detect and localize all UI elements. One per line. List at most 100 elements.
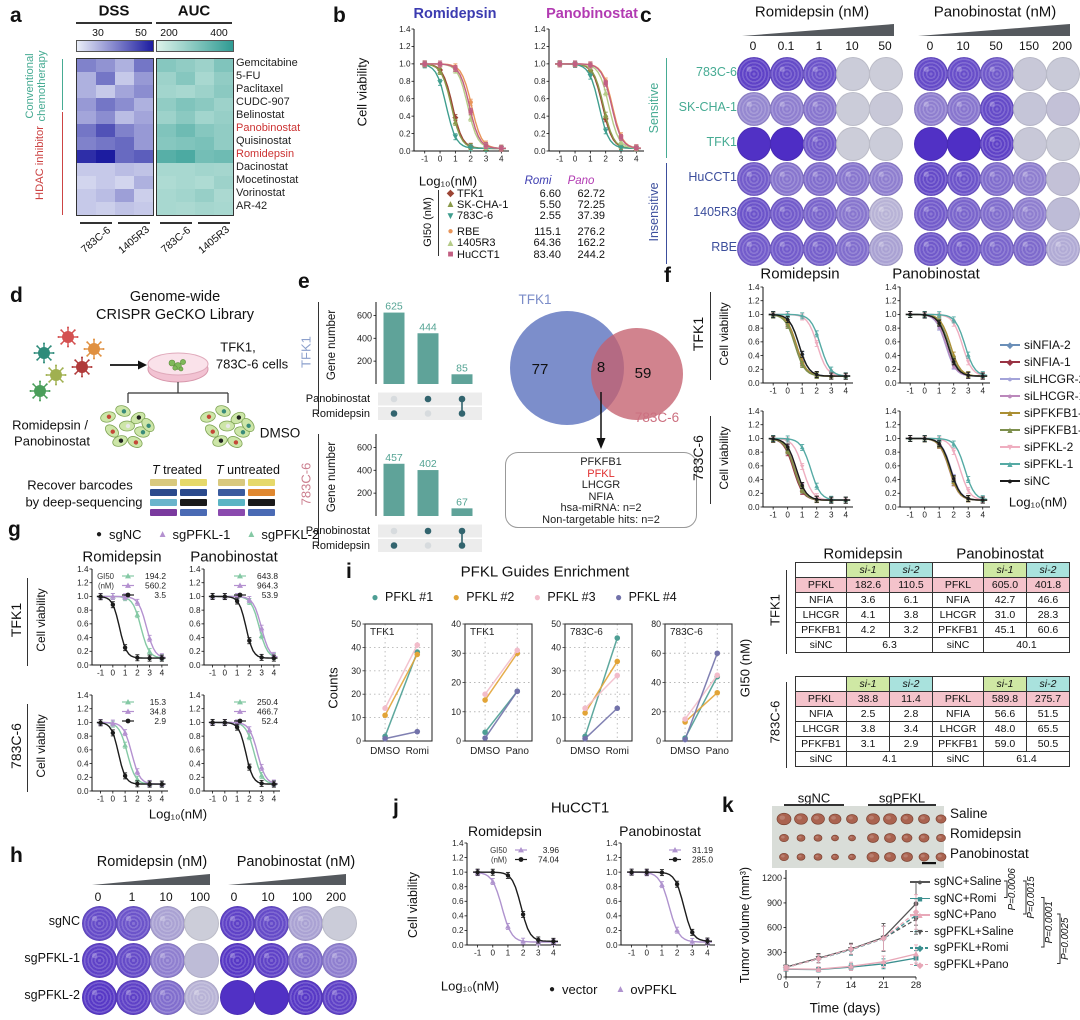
- legend-item: ● sgNC+Saline: [910, 876, 1001, 888]
- colony-well: [803, 92, 837, 126]
- svg-text:3: 3: [536, 949, 541, 958]
- row-bracket: [27, 704, 29, 792]
- svg-text:1: 1: [506, 949, 511, 958]
- heatmap-cell: [77, 189, 96, 202]
- heatmap-cell: [115, 163, 134, 176]
- svg-text:-1: -1: [209, 669, 217, 678]
- hit-gene: PFKFB1: [580, 456, 622, 468]
- gi50-table: si-1 si-2 PFKL 589.8 275.7 NFIA 56.6 51.5 LHCGR 4…: [932, 676, 1070, 767]
- barcodes-untreated: [218, 479, 275, 516]
- heatmap-cell: [214, 189, 233, 202]
- legend-item: ◆ sgPFKL+Romi: [910, 942, 1008, 954]
- svg-text:2: 2: [951, 387, 956, 396]
- heatmap-cell: [176, 98, 195, 111]
- colony-well: [980, 92, 1014, 126]
- dss-tick-30: 30: [92, 27, 104, 39]
- svg-text:-1: -1: [907, 511, 915, 520]
- svg-text:3: 3: [966, 511, 971, 520]
- svg-text:0.0: 0.0: [77, 787, 89, 796]
- conc-label: 100: [291, 890, 313, 904]
- enrichment-plot: 0 10 20 30 40 TFK1 DMSO Pano: [451, 619, 533, 757]
- colony-well: [183, 942, 219, 978]
- heatmap-cell: [176, 72, 195, 85]
- svg-text:1.4: 1.4: [748, 407, 760, 416]
- svg-text:0.4: 0.4: [606, 912, 618, 921]
- dss-underline: [76, 22, 152, 24]
- heatmap-cell: [77, 59, 96, 72]
- svg-text:-1: -1: [421, 155, 429, 164]
- svg-text:0.8: 0.8: [606, 883, 618, 892]
- tumor-photo-blobs: [776, 812, 947, 865]
- row-label-783c6: 783C-6: [690, 435, 706, 481]
- heatmap-cell: [157, 85, 176, 98]
- svg-text:4: 4: [160, 795, 165, 804]
- gi50-table-tfk1-pano: si-1 si-2 PFKL 605.0 401.8 NFIA 42.7 46.6 LHCGR 3…: [932, 562, 1070, 653]
- upset-cell-783c6: 783C-6: [298, 462, 314, 506]
- svg-text:1.0: 1.0: [885, 310, 897, 319]
- colony-well: [321, 942, 357, 978]
- barcode-strip: [150, 499, 177, 506]
- svg-text:1: 1: [123, 669, 128, 678]
- barcode-strip: [218, 489, 245, 496]
- auc-tick-400: 400: [210, 27, 228, 39]
- svg-text:1.2: 1.2: [748, 421, 760, 430]
- svg-text:GI50: GI50: [97, 572, 115, 581]
- colony-well: [115, 942, 151, 978]
- svg-text:31.19: 31.19: [692, 845, 713, 855]
- svg-text:0.0: 0.0: [77, 661, 89, 670]
- colony-well: [81, 942, 117, 978]
- svg-text:1.2: 1.2: [77, 579, 89, 588]
- y-axis-label: Cell viability: [34, 714, 48, 778]
- drug-name: Gemcitabine: [236, 57, 298, 69]
- svg-text:1.0: 1.0: [452, 868, 464, 877]
- heatmap-cell: [134, 189, 153, 202]
- heatmap-cell: [115, 59, 134, 72]
- svg-text:14: 14: [846, 980, 857, 991]
- svg-text:0.2: 0.2: [748, 365, 760, 374]
- colony-well: [914, 57, 948, 91]
- colony-well: [914, 232, 948, 266]
- colony-well: [836, 197, 870, 231]
- drug-name: Vorinostat: [236, 187, 285, 199]
- colony-well: [836, 92, 870, 126]
- svg-text:(nM): (nM): [491, 856, 507, 865]
- svg-text:67: 67: [456, 496, 468, 508]
- svg-text:0.4: 0.4: [748, 475, 760, 484]
- heatmap-cell: [77, 98, 96, 111]
- heatmap-cell: [214, 150, 233, 163]
- cell-line-label: 783C-6: [696, 65, 737, 79]
- gi50-table: si-1 si-2 PFKL 38.8 11.4 NFIA 2.5 2.8 LHCGR 3.8 3.…: [795, 676, 933, 767]
- insensitive-label: Insensitive: [647, 182, 661, 242]
- svg-text:1.4: 1.4: [452, 839, 464, 848]
- legend-item: ● RBE 115.1 276.2: [447, 225, 605, 238]
- colony-well: [803, 57, 837, 91]
- barcode-strip: [248, 499, 275, 506]
- heatmap-cell: [195, 59, 214, 72]
- heatmap-cell: [157, 111, 176, 124]
- conc-label: 10: [956, 39, 970, 53]
- svg-text:1.4: 1.4: [606, 839, 618, 848]
- hit-gene-box: PFKFB1 PFKL LHCGR NFIA hsa-miRNA: n=2 Non-tar…: [505, 452, 697, 528]
- svg-text:0: 0: [438, 155, 443, 164]
- photo-row-panobinostat: Panobinostat: [950, 846, 1029, 861]
- table-cell-783c6: 783C-6: [767, 700, 783, 744]
- colony-well: [253, 942, 289, 978]
- svg-text:1: 1: [800, 387, 805, 396]
- gi50-table-tfk1-romi: si-1 si-2 PFKL 182.6 110.5 NFIA 3.6 6.1 LHCGR 4.1…: [795, 562, 933, 653]
- svg-text:DMSO: DMSO: [670, 746, 700, 757]
- panobinostat-group-title: Panobinostat (nM): [236, 854, 356, 870]
- svg-text:4: 4: [634, 155, 639, 164]
- svg-text:0.2: 0.2: [77, 647, 89, 656]
- hit-gene: NFIA: [588, 490, 614, 503]
- svg-text:0.6: 0.6: [748, 338, 760, 347]
- svg-text:0.0: 0.0: [885, 503, 897, 512]
- svg-text:1: 1: [235, 669, 240, 678]
- colony-well: [321, 979, 357, 1015]
- svg-text:0.6: 0.6: [189, 620, 201, 629]
- svg-text:0.8: 0.8: [77, 606, 89, 615]
- panel-d-label: d: [10, 284, 23, 307]
- legend-item: ▲ sgPFKL-2: [246, 527, 320, 542]
- svg-text:-1: -1: [97, 795, 105, 804]
- auc-heatmap: [156, 58, 234, 216]
